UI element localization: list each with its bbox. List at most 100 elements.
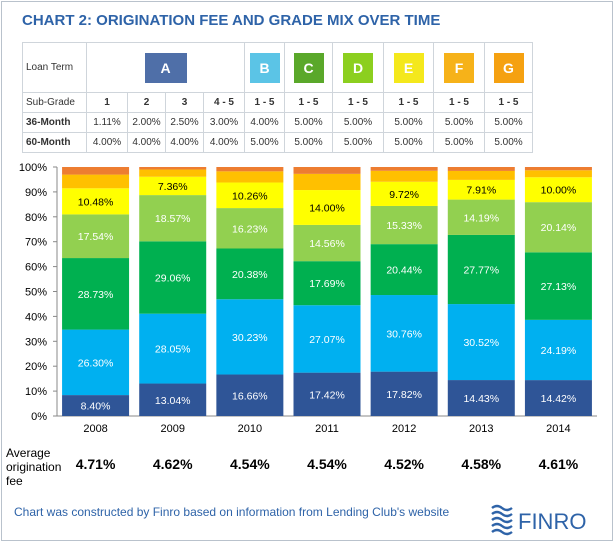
- bar-segment-e: [293, 190, 361, 225]
- data-label: 28.05%: [155, 344, 191, 356]
- average-fee-value: 4.61%: [538, 456, 579, 472]
- data-label: 30.52%: [463, 337, 499, 349]
- term-36-month-row: 36-Month 1.11% 2.00% 2.50% 3.00% 4.00% 5.00% 5…: [22, 112, 533, 133]
- fee-cell: 5.00%: [484, 112, 533, 133]
- x-tick-label: 2014: [546, 423, 570, 435]
- chart-title: CHART 2: ORIGINATION FEE AND GRADE MIX O…: [22, 12, 441, 29]
- data-label: 16.66%: [232, 390, 268, 402]
- grade-badge-a: A: [144, 52, 187, 83]
- bar-segment-b: [447, 304, 515, 381]
- fee-cell: 5.00%: [244, 132, 285, 153]
- bar-segment-e: [139, 176, 207, 196]
- data-label: 10.26%: [232, 190, 268, 202]
- y-tick-label: 10%: [25, 386, 47, 398]
- y-tick-label: 90%: [25, 187, 47, 199]
- fee-cell: 5.00%: [484, 132, 533, 153]
- average-fee-value: 4.71%: [75, 456, 116, 472]
- bar-segment-b: [216, 299, 284, 375]
- average-fee-value: 4.58%: [461, 456, 502, 472]
- finro-logo: FINRO: [491, 504, 586, 536]
- loan-term-label: Loan Term: [22, 42, 87, 93]
- y-tick-label: 30%: [25, 336, 47, 348]
- data-label: 7.91%: [466, 185, 496, 197]
- sub-grade-cell: 1: [86, 92, 128, 113]
- average-fee-value: 4.54%: [307, 456, 347, 472]
- data-label: 8.40%: [81, 401, 111, 413]
- data-label: 30.23%: [232, 332, 268, 344]
- data-label: 28.73%: [78, 289, 114, 301]
- sub-grade-cell: 1 - 5: [484, 92, 533, 113]
- average-fee-label: Average origination fee: [6, 446, 62, 488]
- data-label: 29.06%: [155, 273, 191, 285]
- bar-segment-g: [370, 167, 438, 171]
- term-60-month-label: 60-Month: [22, 132, 87, 153]
- bar-segment-c: [139, 241, 207, 314]
- bar-segment-d: [370, 205, 438, 245]
- bar-segment-b: [293, 305, 361, 373]
- data-label: 27.13%: [541, 281, 577, 293]
- grade-badge-c: C: [293, 52, 324, 83]
- sub-grade-cell: 1 - 5: [383, 92, 434, 113]
- fee-cell: 5.00%: [332, 112, 384, 133]
- y-tick-label: 70%: [25, 237, 47, 249]
- x-tick-label: 2012: [392, 423, 416, 435]
- data-label: 27.07%: [309, 334, 345, 346]
- bar-segment-c: [370, 244, 438, 296]
- bar-segment-a: [216, 374, 284, 416]
- bar-segment-c: [524, 252, 592, 320]
- fee-cell: 1.11%: [86, 112, 128, 133]
- bar-segment-g: [216, 167, 284, 172]
- x-tick-label: 2013: [469, 423, 493, 435]
- grade-header-f: F: [433, 42, 485, 93]
- bar-segment-f: [370, 170, 438, 182]
- fee-cell: 4.00%: [203, 132, 245, 153]
- bar-segment-d: [524, 202, 592, 253]
- x-tick-label: 2011: [315, 423, 339, 435]
- grade-header-a: A: [86, 42, 245, 93]
- data-label: 17.54%: [78, 231, 114, 243]
- grade-badge-b: B: [249, 52, 280, 83]
- data-label: 17.82%: [386, 389, 422, 401]
- fee-cell: 5.00%: [433, 132, 485, 153]
- grade-header-e: E: [383, 42, 434, 93]
- bar-segment-a: [524, 380, 592, 416]
- data-label: 20.38%: [232, 269, 268, 281]
- y-tick-label: 20%: [25, 361, 47, 373]
- bar-segment-a: [139, 383, 207, 416]
- sub-grade-cell: 1 - 5: [244, 92, 285, 113]
- bar-segment-e: [216, 182, 284, 209]
- grade-header-c: C: [284, 42, 333, 93]
- bar-segment-g: [62, 167, 130, 175]
- bar-segment-f: [524, 170, 592, 178]
- bar-segment-d: [447, 199, 515, 235]
- data-label: 10.00%: [541, 185, 577, 197]
- x-tick-label: 2008: [83, 423, 107, 435]
- y-tick-label: 50%: [25, 287, 47, 299]
- bar-segment-a: [370, 371, 438, 416]
- finro-wave-logo-icon: [491, 504, 513, 536]
- bar-segment-g: [139, 167, 207, 170]
- bar-segment-f: [447, 170, 515, 180]
- bar-segment-b: [370, 295, 438, 372]
- sub-grade-cell: 2: [127, 92, 166, 113]
- fee-cell: 3.00%: [203, 112, 245, 133]
- bar-segment-g: [447, 167, 515, 171]
- footer-source-note: Chart was constructed by Finro based on …: [14, 505, 450, 519]
- bar-segment-c: [216, 248, 284, 300]
- fee-cell: 4.00%: [244, 112, 285, 133]
- fee-cell: 5.00%: [284, 112, 333, 133]
- data-label: 30.76%: [386, 328, 422, 340]
- bar-segment-d: [216, 208, 284, 249]
- x-tick-label: 2010: [238, 423, 262, 435]
- fee-cell: 2.00%: [127, 112, 166, 133]
- bar-segment-b: [62, 329, 130, 396]
- bar-segment-f: [139, 169, 207, 177]
- sub-grade-cell: 4 - 5: [203, 92, 245, 113]
- bar-segment-a: [293, 372, 361, 416]
- bar-segment-e: [447, 179, 515, 200]
- data-label: 14.56%: [309, 238, 345, 250]
- bar-segment-c: [447, 234, 515, 305]
